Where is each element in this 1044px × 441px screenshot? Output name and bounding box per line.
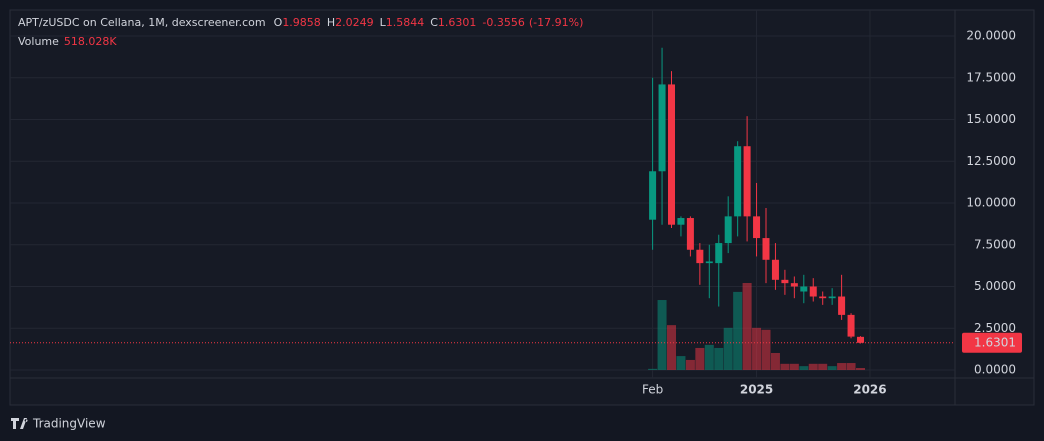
- candle-body: [847, 314, 855, 337]
- volume-bar: [770, 352, 780, 370]
- candle-body: [838, 296, 846, 315]
- brand-name: TradingView: [32, 417, 106, 431]
- y-tick-label: 0.0000: [974, 363, 1016, 377]
- ohlc-value: 1.9858: [282, 16, 321, 29]
- candle-body: [828, 296, 836, 299]
- volume-bar: [837, 363, 847, 370]
- y-tick-label: 15.0000: [966, 112, 1016, 126]
- candle-body: [705, 261, 713, 264]
- candle-body: [781, 279, 789, 284]
- header: APT/zUSDC on Cellana, 1M, dexscreener.co…: [18, 16, 583, 29]
- ohlc-key: O: [274, 16, 283, 29]
- volume-bar: [856, 367, 865, 370]
- ohlc-key: L: [380, 16, 387, 29]
- y-tick-label: 5.0000: [974, 279, 1016, 293]
- candle-body: [724, 216, 732, 244]
- volume-bar: [704, 344, 714, 370]
- volume-bar: [818, 363, 828, 370]
- candle-body: [668, 84, 675, 225]
- candle-body: [686, 218, 694, 250]
- candle-body: [753, 216, 761, 239]
- volume-bar: [657, 300, 667, 370]
- last-price-tag: [962, 332, 1022, 353]
- y-tick-label: 20.0000: [966, 29, 1016, 43]
- volume-title: Volume: [18, 35, 59, 48]
- ohlc-key: C: [430, 16, 438, 29]
- volume-bar: [780, 363, 790, 370]
- brand: TradingView: [11, 417, 106, 431]
- candle-body: [790, 283, 798, 287]
- volume-bar: [789, 363, 799, 370]
- marks: [10, 47, 1022, 370]
- candle-body: [857, 336, 864, 343]
- candle-body: [715, 243, 723, 264]
- volume-bar: [752, 327, 762, 370]
- grid: [10, 10, 955, 378]
- y-tick-label: 17.5000: [966, 70, 1016, 84]
- y-tick-label: 12.5000: [966, 154, 1016, 168]
- volume-bar: [846, 363, 856, 370]
- title: APT/zUSDC on Cellana, 1M, dexscreener.co…: [18, 16, 266, 29]
- candle-body: [743, 146, 751, 217]
- volume-bar: [827, 366, 837, 370]
- ohlc-key: H: [327, 16, 335, 29]
- candle-body: [658, 84, 666, 172]
- candle-body: [649, 171, 657, 220]
- change-percent: (-17.91%): [529, 16, 584, 29]
- x-tick-label: 2025: [740, 383, 773, 397]
- candle-body: [809, 286, 817, 297]
- volume-bar: [808, 363, 818, 370]
- volume-bar: [667, 325, 676, 370]
- candle-body: [771, 259, 779, 280]
- y-tick-label: 2.5000: [974, 321, 1016, 335]
- y-tick-label: 10.0000: [966, 196, 1016, 210]
- volume-bar: [685, 359, 695, 370]
- candle-body: [819, 296, 827, 299]
- last-price-label: 1.6301: [974, 335, 1016, 349]
- candle-body: [762, 238, 770, 260]
- y-tick-label: 7.5000: [974, 237, 1016, 251]
- volume-bar: [742, 283, 752, 370]
- chart-panel: [9, 9, 1035, 406]
- volume-bar: [733, 291, 743, 370]
- volume-bar: [723, 327, 733, 370]
- ohlc-value: 2.0249: [335, 16, 374, 29]
- volume-bar: [761, 329, 771, 370]
- volume-bar: [799, 366, 809, 370]
- volume-bar: [648, 368, 658, 370]
- candle-body: [800, 286, 808, 292]
- volume-bar: [695, 347, 705, 370]
- x-tick-label: Feb: [642, 383, 663, 397]
- change: -0.3556: [482, 16, 524, 29]
- candle-body: [734, 146, 742, 217]
- volume-value: 518.028K: [64, 35, 117, 48]
- brand-logo: [11, 418, 28, 429]
- volume-bar: [714, 347, 724, 370]
- volume-bar: [676, 356, 686, 370]
- candle-body: [677, 218, 685, 225]
- ohlc-value: 1.5844: [386, 16, 425, 29]
- ohlc-value: 1.6301: [438, 16, 477, 29]
- x-tick-label: 2026: [853, 383, 886, 397]
- candle-body: [696, 249, 704, 264]
- volume-header: Volume 518.028K: [18, 35, 117, 48]
